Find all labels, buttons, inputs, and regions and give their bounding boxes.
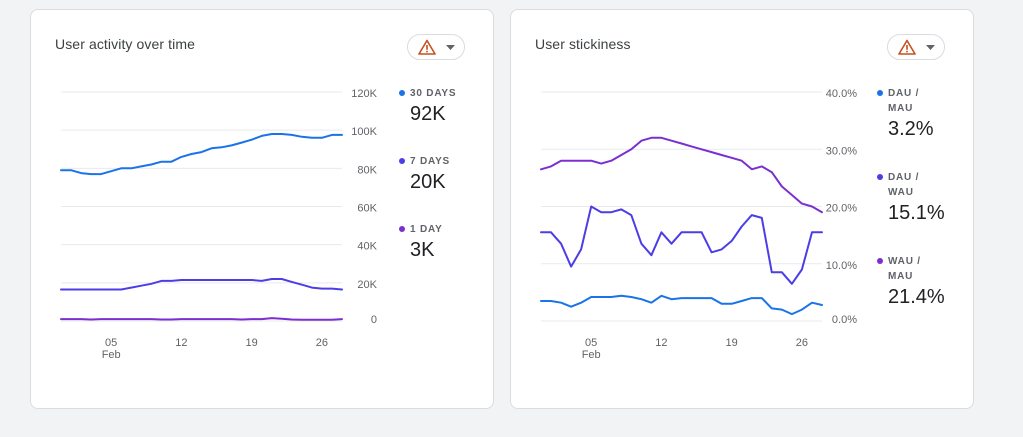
series-line <box>60 317 343 321</box>
y-tick-label: 40.0% <box>826 88 857 100</box>
x-tick-label: 12 <box>175 337 187 349</box>
legend-label: 30 DAYS <box>410 88 457 99</box>
y-tick-label: 80K <box>357 164 377 176</box>
y-tick-label: 0.0% <box>832 314 857 326</box>
legend-item-wau-mau: WAU / MAU 21.4% <box>877 254 945 309</box>
legend-label: 7 DAYS <box>410 156 451 167</box>
legend-item-dau-wau: DAU / WAU 15.1% <box>877 170 945 254</box>
x-tick-label: 26 <box>316 337 328 349</box>
x-sub-label: Feb <box>102 349 121 361</box>
series-line <box>540 136 823 214</box>
chevron-down-icon <box>445 44 455 50</box>
legend-value: 20K <box>410 171 446 193</box>
y-tick-label: 100K <box>351 126 377 138</box>
x-sub-label: Feb <box>582 349 601 361</box>
chart-legend: DAU / MAU 3.2% DAU / WAU 15.1% WAU / MAU… <box>877 86 945 309</box>
series-line <box>540 205 823 285</box>
legend-value: 3.2% <box>888 118 934 140</box>
legend-item-7-days: 7 DAYS 20K <box>399 154 456 222</box>
y-tick-label: 0 <box>371 314 377 326</box>
legend-value: 15.1% <box>888 202 945 224</box>
x-tick-label: 05 <box>585 337 597 349</box>
x-tick-label: 12 <box>655 337 667 349</box>
x-tick-label: 19 <box>246 337 258 349</box>
series-line <box>60 133 343 176</box>
series-line <box>540 294 823 316</box>
chart-legend: 30 DAYS 92K 7 DAYS 20K 1 DAY 3K <box>399 86 456 262</box>
series-dot <box>877 174 883 180</box>
legend-label: 1 DAY <box>410 224 443 235</box>
legend-value: 92K <box>410 103 446 125</box>
user-stickiness-card: 0.0% 10.0% 20.0% 30.0% 40.0% 05 Feb 12 19 26 User… <box>510 9 974 409</box>
warning-icon <box>417 39 436 55</box>
y-tick-label: 60K <box>357 203 377 215</box>
series-dot <box>399 90 405 96</box>
x-tick-label: 26 <box>796 337 808 349</box>
legend-label: DAU / MAU <box>888 88 920 114</box>
y-tick-label: 10.0% <box>826 260 857 272</box>
series-line <box>60 278 343 291</box>
card-title: User stickiness <box>535 36 631 52</box>
series-dot <box>877 258 883 264</box>
x-tick-label: 19 <box>726 337 738 349</box>
warning-menu-button[interactable] <box>407 34 465 60</box>
series-dot <box>399 226 405 232</box>
legend-label: DAU / WAU <box>888 172 920 198</box>
user-activity-card: 0 20K 40K 60K 80K 100K 120K 05 Feb 12 19 26 User ac… <box>30 9 494 409</box>
y-tick-label: 40K <box>357 241 377 253</box>
legend-item-30-days: 30 DAYS 92K <box>399 86 456 154</box>
series-dot <box>877 90 883 96</box>
legend-value: 3K <box>410 239 435 261</box>
y-tick-label: 20.0% <box>826 203 857 215</box>
x-tick-label: 05 <box>105 337 117 349</box>
legend-item-1-day: 1 DAY 3K <box>399 222 456 262</box>
legend-label: WAU / MAU <box>888 256 921 282</box>
legend-value: 21.4% <box>888 286 945 308</box>
card-title: User activity over time <box>55 36 195 52</box>
chevron-down-icon <box>925 44 935 50</box>
warning-menu-button[interactable] <box>887 34 945 60</box>
y-tick-label: 120K <box>351 88 377 100</box>
y-tick-label: 30.0% <box>826 145 857 157</box>
legend-item-dau-mau: DAU / MAU 3.2% <box>877 86 945 170</box>
y-tick-label: 20K <box>357 279 377 291</box>
series-dot <box>399 158 405 164</box>
warning-icon <box>897 39 916 55</box>
